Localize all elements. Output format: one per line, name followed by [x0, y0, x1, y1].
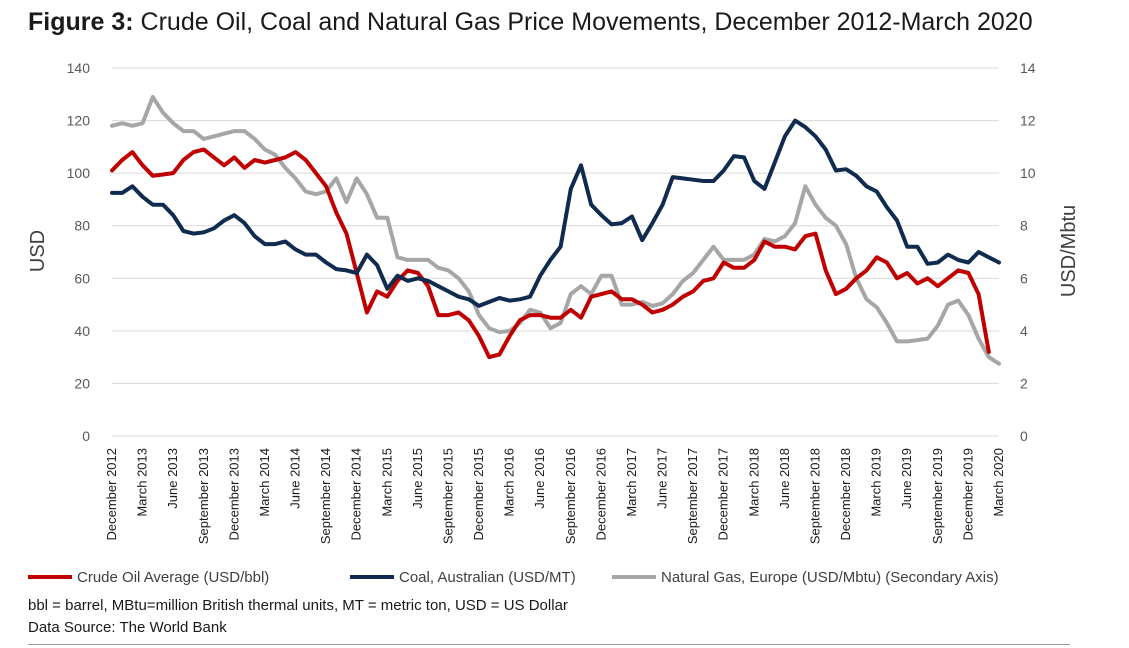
y-axis-title: USD: [27, 230, 49, 272]
x-tick-label: March 2014: [257, 448, 272, 517]
series-line: [110, 94, 1001, 366]
x-tick-label: June 2015: [410, 448, 425, 509]
x-tick-label: September 2019: [930, 448, 945, 544]
y2-tick-label: 10: [1020, 165, 1036, 181]
series-line: [110, 147, 991, 360]
y2-tick-label: 4: [1020, 323, 1028, 339]
footnote-source: Data Source: The World Bank: [28, 619, 227, 636]
series-lines: [110, 94, 1001, 366]
y2-tick-label: 6: [1020, 270, 1028, 286]
y-tick-label: 20: [74, 375, 90, 391]
x-tick-label: June 2016: [532, 448, 547, 509]
footnote-abbreviations: bbl = barrel, MBtu=million British therm…: [28, 597, 568, 614]
x-tick-label: September 2015: [440, 448, 455, 544]
y2-tick-label: 12: [1020, 113, 1036, 129]
x-tick-label: December 2014: [349, 448, 364, 541]
x-tick-label: September 2016: [563, 448, 578, 544]
x-tick-label: June 2019: [899, 448, 914, 509]
gridlines: [112, 67, 999, 437]
y-axis-ticks: 0 20 40 60 80 100 120 140: [67, 60, 91, 444]
legend-label: Crude Oil Average (USD/bbl): [77, 569, 269, 586]
x-tick-label: September 2013: [196, 448, 211, 544]
x-tick-label: March 2019: [869, 448, 884, 517]
x-tick-label: December 2018: [838, 448, 853, 541]
y2-tick-label: 2: [1020, 375, 1028, 391]
chart-title: Figure 3: Crude Oil, Coal and Natural Ga…: [28, 8, 1033, 36]
x-tick-label: June 2013: [165, 448, 180, 509]
x-tick-label: December 2016: [593, 448, 608, 541]
y-tick-label: 40: [74, 323, 90, 339]
y-tick-label: 80: [74, 218, 90, 234]
x-tick-label: March 2017: [624, 448, 639, 517]
x-tick-label: March 2016: [502, 448, 517, 517]
x-axis-ticks: December 2012 March 2013 June 2013 Septembe…: [104, 448, 1006, 544]
x-tick-label: December 2019: [960, 448, 975, 541]
x-tick-label: June 2014: [288, 448, 303, 509]
y-tick-label: 140: [67, 60, 91, 76]
x-tick-label: December 2015: [471, 448, 486, 541]
y-tick-label: 120: [67, 113, 91, 129]
x-tick-label: June 2018: [777, 448, 792, 509]
x-tick-label: September 2018: [807, 448, 822, 544]
x-tick-label: March 2018: [746, 448, 761, 517]
x-tick-label: December 2017: [716, 448, 731, 541]
x-tick-label: September 2014: [318, 448, 333, 544]
figure-title-text: Crude Oil, Coal and Natural Gas Price Mo…: [140, 8, 1033, 36]
x-tick-label: March 2015: [379, 448, 394, 517]
x-tick-label: March 2013: [135, 448, 150, 517]
y2-tick-label: 14: [1020, 60, 1036, 76]
legend-label: Coal, Australian (USD/MT): [399, 569, 576, 586]
y2-axis-ticks: 0 2 4 6 8 10 12 14: [1020, 60, 1036, 444]
y2-tick-label: 8: [1020, 218, 1028, 234]
y-tick-label: 60: [74, 270, 90, 286]
y2-axis-title: USD/Mbtu: [1058, 205, 1080, 297]
x-tick-label: December 2012: [104, 448, 119, 541]
x-tick-label: June 2017: [655, 448, 670, 509]
legend-label: Natural Gas, Europe (USD/Mbtu) (Secondar…: [661, 569, 999, 586]
y-tick-label: 0: [82, 428, 90, 444]
figure-label: Figure 3: [28, 8, 126, 36]
y2-tick-label: 0: [1020, 428, 1028, 444]
y-tick-label: 100: [67, 165, 91, 181]
bottom-rule: [28, 644, 1070, 645]
series-line: [110, 118, 1001, 308]
x-tick-label: December 2013: [226, 448, 241, 541]
x-tick-label: September 2017: [685, 448, 700, 544]
x-tick-label: March 2020: [991, 448, 1006, 517]
legend: Crude Oil Average (USD/bbl) Coal, Austral…: [28, 569, 999, 586]
